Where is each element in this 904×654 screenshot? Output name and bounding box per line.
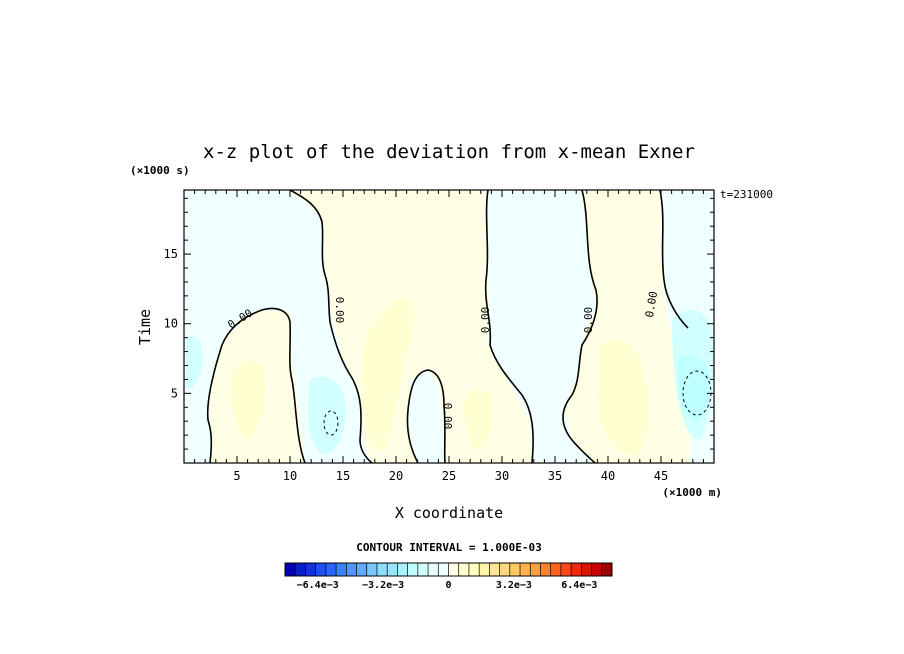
contour-line (206, 307, 306, 463)
x-tick-label: 30 (495, 469, 509, 483)
contour-label: 0.00 (643, 290, 660, 318)
y-tick-label: 15 (164, 247, 178, 261)
contour-label: 0.00 (333, 297, 346, 324)
x-tick-label: 20 (389, 469, 403, 483)
colorbar-swatch (601, 563, 613, 576)
y-tick-labels: 5 10 15 (164, 247, 178, 400)
colorbar-swatch (376, 563, 388, 576)
colorbar-swatch (407, 563, 419, 576)
colorbar-swatch (336, 563, 347, 576)
colorbar-swatch (581, 563, 592, 576)
colorbar-swatch (438, 563, 449, 576)
x-tick-label: 25 (442, 469, 456, 483)
x-tick-label: 10 (283, 469, 297, 483)
colorbar-swatch (366, 563, 378, 576)
colorbar-swatch (346, 563, 357, 576)
x-axis-label: X coordinate (395, 504, 503, 522)
colorbar-swatch (591, 563, 603, 576)
colorbar-swatch (550, 563, 562, 576)
colorbar-tick-label: 0 (445, 580, 451, 591)
positive-patch (232, 361, 267, 440)
chart-title: x-z plot of the deviation from x-mean Ex… (203, 141, 695, 163)
x-tick-label: 5 (233, 469, 240, 483)
y-axis-label: Time (136, 309, 154, 345)
colorbar-tick-label: −6.4e−3 (297, 580, 339, 591)
positive-patch (361, 298, 415, 451)
colorbar-frame (284, 562, 613, 577)
colorbar-tick-label: 6.4e−3 (561, 580, 597, 591)
negative-patch (186, 336, 203, 389)
contour-interval-text: CONTOUR INTERVAL = 1.000E-03 (356, 541, 541, 554)
colorbar-swatch (305, 563, 316, 576)
colorbar-swatch (428, 563, 439, 576)
colorbar-swatch (509, 563, 521, 576)
colorbar-swatch (315, 563, 327, 576)
colorbar-swatch (448, 563, 460, 576)
positive-patch (598, 339, 648, 456)
plot-area (184, 190, 714, 463)
x-tick-label: 35 (548, 469, 562, 483)
contour-line (659, 190, 689, 329)
x-tick-label: 40 (601, 469, 615, 483)
y-tick-label: 10 (164, 317, 178, 331)
colorbar-swatch (499, 563, 511, 576)
colorbar-swatch (356, 563, 368, 576)
positive-region (565, 190, 690, 463)
colorbar-swatch (530, 563, 541, 576)
colorbar-swatch (540, 563, 551, 576)
negative-patch (308, 376, 346, 455)
colorbar-swatch (571, 563, 582, 576)
time-label: t=231000 (720, 188, 773, 201)
x-tick-label: 45 (654, 469, 668, 483)
positive-patch (464, 388, 493, 450)
colorbar-swatch (468, 563, 480, 576)
x-unit-label: (×1000 m) (662, 486, 722, 499)
colorbar-swatch (285, 563, 296, 576)
contour-label: 0.00 (441, 403, 454, 430)
colorbar (284, 562, 613, 577)
colorbar-swatch (479, 563, 490, 576)
colorbar-swatch (417, 563, 429, 576)
zero-contours (206, 190, 689, 463)
contour-line (562, 190, 598, 463)
axis-ticks (184, 190, 714, 463)
contour-ellipse (323, 410, 339, 436)
contour-line (289, 190, 373, 463)
colorbar-swatch (520, 563, 531, 576)
y-tick-label: 5 (171, 386, 178, 400)
colorbar-swatch (295, 563, 306, 576)
colorbar-tick-label: −3.2e−3 (362, 580, 404, 591)
contour-label: 0.00 (582, 307, 595, 334)
colorbar-tick-label: 3.2e−3 (496, 580, 532, 591)
colorbar-swatch (387, 563, 398, 576)
y-unit-label: (×1000 s) (130, 164, 190, 177)
colorbar-swatch (397, 563, 408, 576)
colorbar-swatch (489, 563, 500, 576)
contour-line (406, 369, 446, 463)
colorbar-swatch (325, 563, 337, 576)
contour-line (484, 190, 534, 463)
contour-label: 0.00 (479, 307, 492, 334)
colorbar-swatch (560, 563, 572, 576)
x-tick-label: 15 (336, 469, 350, 483)
colorbar-tick-labels: −6.4e−3 −3.2e−3 0 3.2e−3 6.4e−3 (297, 580, 598, 591)
x-tick-labels: 5 10 15 20 25 30 35 40 45 (233, 469, 668, 483)
colorbar-swatch (458, 563, 470, 576)
